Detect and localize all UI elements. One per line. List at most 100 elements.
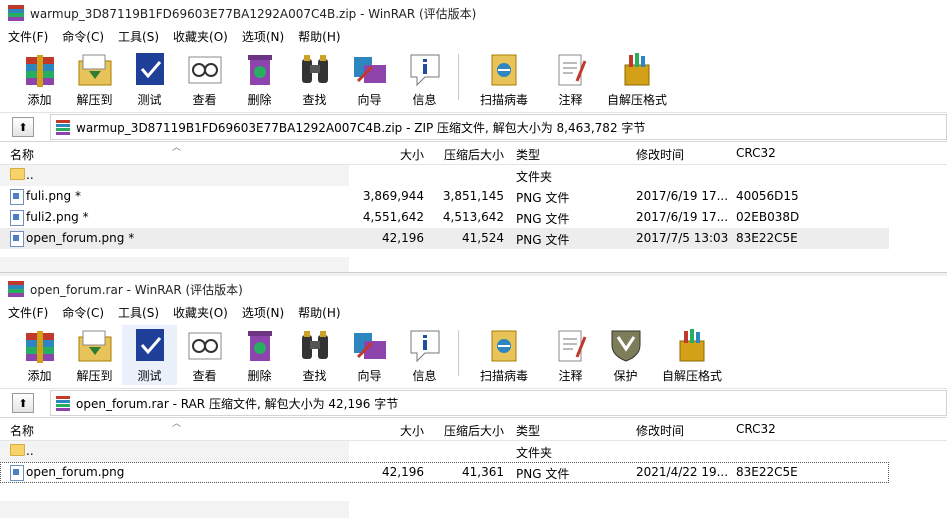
menu-options[interactable]: 选项(N) bbox=[241, 305, 285, 320]
view-glasses-icon bbox=[188, 332, 221, 360]
info-icon bbox=[410, 54, 439, 87]
sfx-button[interactable]: 自解压格式 bbox=[598, 49, 676, 109]
delete-recycle-icon bbox=[247, 55, 272, 85]
extract-folder-icon bbox=[78, 330, 111, 362]
sfx-button[interactable]: 自解压格式 bbox=[653, 325, 731, 385]
menu-favorites[interactable]: 收藏夹(O) bbox=[173, 29, 228, 44]
col-name[interactable]: 名称 bbox=[10, 148, 35, 162]
col-size[interactable]: 大小 bbox=[399, 424, 424, 438]
folder-icon bbox=[10, 444, 25, 456]
test-check-icon bbox=[135, 329, 164, 361]
menu-commands[interactable]: 命令(C) bbox=[62, 29, 105, 44]
test-button[interactable]: 测试 bbox=[122, 49, 177, 109]
folder-icon bbox=[10, 168, 25, 180]
address-text: warmup_3D87119B1FD69603E77BA1292A007C4B.… bbox=[76, 120, 646, 135]
up-folder-button[interactable]: ⬆ bbox=[12, 117, 34, 137]
menu-help[interactable]: 帮助(H) bbox=[298, 305, 341, 320]
wizard-icon bbox=[353, 57, 386, 83]
col-crc[interactable]: CRC32 bbox=[736, 422, 776, 436]
test-check-icon bbox=[135, 53, 164, 85]
menu-file[interactable]: 文件(F) bbox=[8, 305, 49, 320]
address-field[interactable]: warmup_3D87119B1FD69603E77BA1292A007C4B.… bbox=[50, 114, 947, 140]
sfx-box-icon bbox=[624, 53, 650, 86]
find-binoculars-icon bbox=[301, 55, 328, 83]
col-packed[interactable]: 压缩后大小 bbox=[443, 424, 504, 438]
png-file-icon bbox=[10, 465, 24, 481]
menu-favorites[interactable]: 收藏夹(O) bbox=[173, 305, 228, 320]
file-row-focused[interactable]: open_forum.png 42,196 41,361 PNG 文件 2021… bbox=[0, 462, 889, 483]
title-bar[interactable]: warmup_3D87119B1FD69603E77BA1292A007C4B.… bbox=[0, 0, 947, 26]
col-modified[interactable]: 修改时间 bbox=[636, 148, 685, 162]
sort-up-icon: ︿ bbox=[172, 419, 182, 429]
winrar-app-icon bbox=[8, 5, 24, 21]
file-list-header: 名称 ︿ 大小 压缩后大小 类型 修改时间 CRC32 bbox=[0, 142, 947, 165]
add-books-icon bbox=[25, 331, 54, 363]
col-type[interactable]: 类型 bbox=[516, 148, 541, 162]
info-icon bbox=[410, 330, 439, 363]
archive-icon bbox=[55, 395, 71, 411]
winrar-window-zip: warmup_3D87119B1FD69603E77BA1292A007C4B.… bbox=[0, 0, 947, 272]
add-button[interactable]: 添加 bbox=[12, 49, 67, 109]
scan-virus-button[interactable]: 扫描病毒 bbox=[465, 49, 543, 109]
menu-file[interactable]: 文件(F) bbox=[8, 29, 49, 44]
comment-button[interactable]: 注释 bbox=[543, 325, 598, 385]
menu-tools[interactable]: 工具(S) bbox=[118, 305, 160, 320]
view-button[interactable]: 查看 bbox=[177, 325, 232, 385]
up-arrow-icon: ⬆ bbox=[18, 396, 28, 410]
sfx-box-icon bbox=[679, 329, 705, 362]
wizard-icon bbox=[353, 333, 386, 359]
view-button[interactable]: 查看 bbox=[177, 49, 232, 109]
toolbar: 添加 解压到 测试 查看 删除 查找 向导 信息 bbox=[0, 46, 947, 113]
comment-note-icon bbox=[558, 54, 586, 86]
toolbar: 添加 解压到 测试 查看 删除 查找 向导 信息 bbox=[0, 322, 947, 389]
png-file-icon bbox=[10, 210, 24, 226]
delete-button[interactable]: 删除 bbox=[232, 325, 287, 385]
col-crc[interactable]: CRC32 bbox=[736, 146, 776, 160]
toolbar-separator bbox=[458, 54, 459, 100]
file-row[interactable]: fuli.png * 3,869,944 3,851,145 PNG 文件 20… bbox=[0, 186, 947, 207]
virus-scan-icon bbox=[491, 330, 517, 362]
png-file-icon bbox=[10, 231, 24, 247]
extract-to-button[interactable]: 解压到 bbox=[67, 49, 122, 109]
comment-note-icon bbox=[558, 330, 586, 362]
menu-bar: 文件(F) 命令(C) 工具(S) 收藏夹(O) 选项(N) 帮助(H) bbox=[0, 26, 947, 46]
col-size[interactable]: 大小 bbox=[399, 148, 424, 162]
file-row-selected[interactable]: open_forum.png * 42,196 41,524 PNG 文件 20… bbox=[0, 228, 889, 249]
find-button[interactable]: 查找 bbox=[287, 49, 342, 109]
address-field[interactable]: open_forum.rar - RAR 压缩文件, 解包大小为 42,196 … bbox=[50, 390, 947, 416]
wizard-button[interactable]: 向导 bbox=[342, 49, 397, 109]
comment-button[interactable]: 注释 bbox=[543, 49, 598, 109]
scan-virus-button[interactable]: 扫描病毒 bbox=[465, 325, 543, 385]
view-glasses-icon bbox=[188, 56, 221, 84]
find-button[interactable]: 查找 bbox=[287, 325, 342, 385]
archive-icon bbox=[55, 119, 71, 135]
png-file-icon bbox=[10, 189, 24, 205]
col-modified[interactable]: 修改时间 bbox=[636, 424, 685, 438]
test-button[interactable]: 测试 bbox=[122, 325, 177, 385]
title-bar[interactable]: open_forum.rar - WinRAR (评估版本) bbox=[0, 276, 947, 302]
window-divider bbox=[0, 272, 947, 277]
empty-area bbox=[0, 257, 349, 272]
empty-area bbox=[0, 501, 349, 518]
menu-options[interactable]: 选项(N) bbox=[241, 29, 285, 44]
col-type[interactable]: 类型 bbox=[516, 424, 541, 438]
file-row[interactable]: fuli2.png * 4,551,642 4,513,642 PNG 文件 2… bbox=[0, 207, 947, 228]
protect-button[interactable]: 保护 bbox=[598, 325, 653, 385]
parent-folder-row[interactable]: .. 文件夹 bbox=[0, 441, 552, 462]
delete-button[interactable]: 删除 bbox=[232, 49, 287, 109]
virus-scan-icon bbox=[491, 54, 517, 86]
wizard-button[interactable]: 向导 bbox=[342, 325, 397, 385]
winrar-app-icon bbox=[8, 281, 24, 297]
info-button[interactable]: 信息 bbox=[397, 49, 452, 109]
col-packed[interactable]: 压缩后大小 bbox=[443, 148, 504, 162]
add-button[interactable]: 添加 bbox=[12, 325, 67, 385]
extract-to-button[interactable]: 解压到 bbox=[67, 325, 122, 385]
find-binoculars-icon bbox=[301, 331, 328, 359]
menu-tools[interactable]: 工具(S) bbox=[118, 29, 160, 44]
info-button[interactable]: 信息 bbox=[397, 325, 452, 385]
menu-help[interactable]: 帮助(H) bbox=[298, 29, 341, 44]
parent-folder-row[interactable]: .. 文件夹 bbox=[0, 165, 552, 186]
up-folder-button[interactable]: ⬆ bbox=[12, 393, 34, 413]
col-name[interactable]: 名称 bbox=[10, 424, 35, 438]
menu-commands[interactable]: 命令(C) bbox=[62, 305, 105, 320]
